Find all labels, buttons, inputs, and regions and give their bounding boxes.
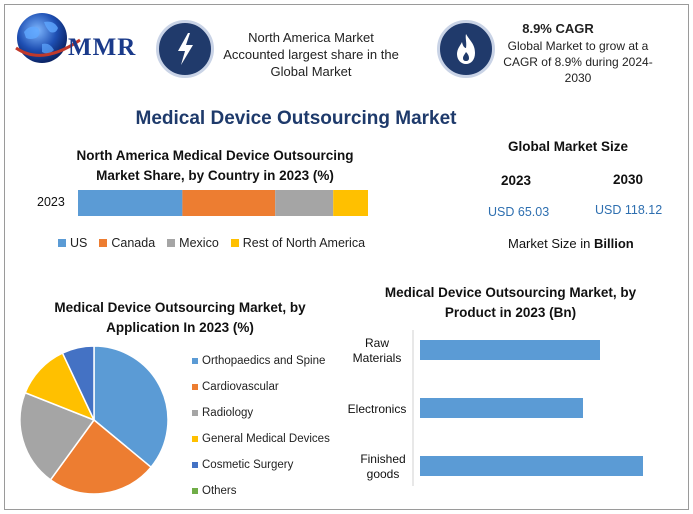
legend-swatch xyxy=(192,358,198,364)
legend-label: Others xyxy=(202,485,237,497)
unit-bold: Billion xyxy=(594,236,634,251)
stacked-segment-rest-of-north-america xyxy=(333,190,368,216)
legend-swatch xyxy=(58,239,66,247)
product-category-label: Finished goods xyxy=(360,452,406,481)
product-category-label: Electronics xyxy=(347,402,407,416)
legend-item-rest: Rest of North America xyxy=(230,236,366,250)
legend-label: Radiology xyxy=(202,407,254,419)
country-stacked-bar xyxy=(78,190,368,216)
application-chart-title: Medical Device Outsourcing Market, by Ap… xyxy=(54,300,306,335)
pie-slice-cardiovascular xyxy=(49,418,153,495)
globe-icon xyxy=(15,13,81,63)
market-size-title: Global Market Size xyxy=(508,139,629,154)
market-size-year-2023: 2023 xyxy=(501,173,532,188)
market-size-value-2030: USD 118.12 xyxy=(595,203,663,217)
legend-label: Cardiovascular xyxy=(202,381,279,393)
legend-swatch xyxy=(192,436,198,442)
legend-swatch xyxy=(192,488,198,494)
legend-item-mexico: Mexico xyxy=(167,236,219,250)
unit-prefix: Market Size in xyxy=(508,236,591,251)
product-category-label: Raw Materials xyxy=(352,336,402,365)
cagr-headline: 8.9% CAGR xyxy=(522,21,594,36)
mmr-logo xyxy=(12,10,142,70)
legend-label: Orthopaedics and Spine xyxy=(202,355,326,367)
stacked-segment-mexico xyxy=(275,190,334,216)
cagr-text: Global Market to grow at a CAGR of 8.9% … xyxy=(503,39,653,85)
stacked-segment-us xyxy=(78,190,183,216)
legend-item: Cosmetic Surgery xyxy=(192,452,330,478)
legend-swatch xyxy=(230,239,239,247)
legend-item-us: US xyxy=(58,236,87,250)
legend-label: Mexico xyxy=(179,236,219,250)
legend-label: Canada xyxy=(111,236,156,250)
legend-swatch xyxy=(167,239,176,247)
header-left-text: North America Market Accounted largest s… xyxy=(223,30,399,79)
pie-slice-orthopaedics-and-spine xyxy=(93,345,169,469)
product-chart-title: Medical Device Outsourcing Market, by Pr… xyxy=(384,285,637,320)
legend-swatch xyxy=(192,384,198,390)
lightning-icon-circle xyxy=(156,20,214,78)
product-bar-finished-goods xyxy=(420,456,643,476)
legend-item: Cardiovascular xyxy=(192,374,330,400)
logo-text: MMR xyxy=(68,34,137,61)
application-legend: Orthopaedics and Spine Cardiovascular Ra… xyxy=(192,348,330,504)
flame-icon xyxy=(457,34,475,64)
pie-slice-radiology xyxy=(19,391,96,481)
product-bar-chart xyxy=(412,330,643,486)
product-bar-electronics xyxy=(420,398,583,418)
legend-swatch xyxy=(192,462,198,468)
country-chart-title: North America Medical Device Outsourcing… xyxy=(76,148,354,183)
flame-icon-circle xyxy=(437,20,495,78)
product-bar-raw-materials xyxy=(420,340,600,360)
country-chart-category: 2023 xyxy=(37,195,65,209)
main-title: Medical Device Outsourcing Market xyxy=(135,108,457,129)
market-size-unit: Market Size in Billion xyxy=(508,236,634,251)
pie-slice-cosmetic-surgery xyxy=(61,345,95,421)
country-legend: US Canada Mexico Rest of North America xyxy=(58,236,365,250)
legend-item-canada: Canada xyxy=(99,236,155,250)
market-size-value-2023: USD 65.03 xyxy=(488,205,550,219)
stacked-segment-canada xyxy=(182,190,276,216)
legend-label: General Medical Devices xyxy=(202,433,330,445)
legend-item: General Medical Devices xyxy=(192,426,330,452)
legend-item: Others xyxy=(192,478,330,504)
application-pie-chart xyxy=(19,345,169,495)
legend-swatch xyxy=(192,410,198,416)
legend-item: Orthopaedics and Spine xyxy=(192,348,330,374)
legend-label: Rest of North America xyxy=(242,236,366,250)
legend-swatch xyxy=(99,239,108,247)
legend-label: US xyxy=(70,236,88,250)
legend-label: Cosmetic Surgery xyxy=(202,459,294,471)
market-size-year-2030: 2030 xyxy=(613,172,644,187)
lightning-icon xyxy=(178,33,193,65)
legend-item: Radiology xyxy=(192,400,330,426)
